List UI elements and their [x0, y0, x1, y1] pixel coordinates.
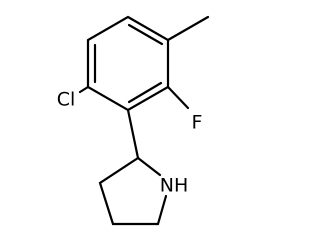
atom-label: NH [160, 175, 189, 197]
molecule-diagram: Cl F NH [57, 15, 210, 226]
atom-label: F [192, 112, 203, 134]
double-bond [127, 23, 164, 46]
atom-label: Cl [57, 89, 76, 111]
bonds [78, 15, 210, 226]
pyrrolidine-bond [156, 194, 168, 226]
pyrrolidine-bond [136, 156, 162, 177]
fluorine-bond [166, 85, 190, 110]
chlorine-bond [78, 85, 90, 94]
methyl-bond [166, 15, 210, 42]
benzene-ring [86, 15, 170, 112]
linker-bond [126, 108, 140, 160]
double-bond [127, 81, 163, 104]
pyrrolidine-bond [98, 156, 160, 226]
